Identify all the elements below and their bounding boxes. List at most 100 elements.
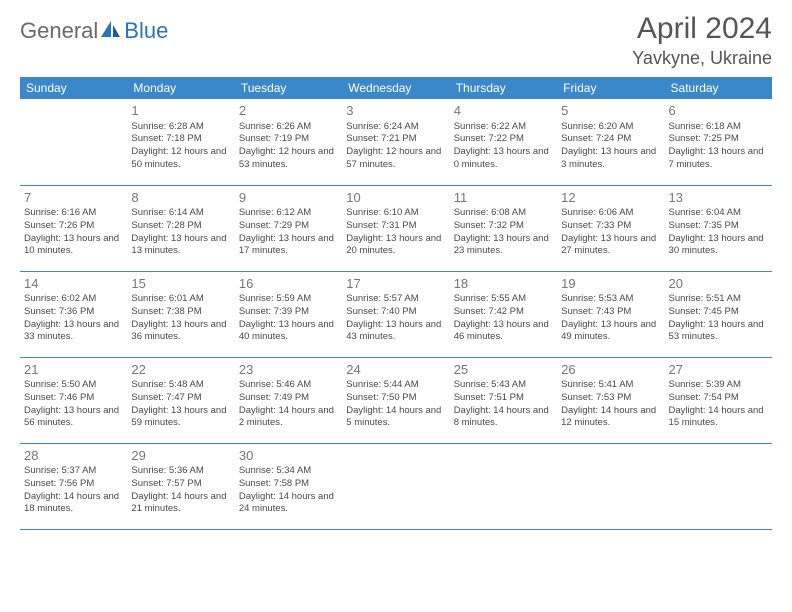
day-number: 15	[131, 275, 230, 293]
logo: General Blue	[20, 12, 168, 44]
calendar-day-cell: 2Sunrise: 6:26 AMSunset: 7:19 PMDaylight…	[235, 99, 342, 185]
calendar-empty-cell	[557, 443, 664, 529]
calendar-day-cell: 7Sunrise: 6:16 AMSunset: 7:26 PMDaylight…	[20, 185, 127, 271]
daylight-text: Daylight: 14 hours and 24 minutes.	[239, 491, 338, 517]
sunset-text: Sunset: 7:42 PM	[454, 306, 553, 319]
sunset-text: Sunset: 7:58 PM	[239, 478, 338, 491]
daylight-text: Daylight: 13 hours and 56 minutes.	[24, 405, 123, 431]
sunrise-text: Sunrise: 6:20 AM	[561, 121, 660, 134]
sunrise-text: Sunrise: 5:48 AM	[131, 379, 230, 392]
calendar-row: 21Sunrise: 5:50 AMSunset: 7:46 PMDayligh…	[20, 357, 772, 443]
day-number: 23	[239, 361, 338, 379]
sunset-text: Sunset: 7:25 PM	[669, 133, 768, 146]
sunrise-text: Sunrise: 5:36 AM	[131, 465, 230, 478]
sunrise-text: Sunrise: 5:34 AM	[239, 465, 338, 478]
sunrise-text: Sunrise: 6:18 AM	[669, 121, 768, 134]
sunrise-text: Sunrise: 6:02 AM	[24, 293, 123, 306]
day-number: 5	[561, 102, 660, 120]
sunset-text: Sunset: 7:22 PM	[454, 133, 553, 146]
calendar-day-cell: 29Sunrise: 5:36 AMSunset: 7:57 PMDayligh…	[127, 443, 234, 529]
sunset-text: Sunset: 7:36 PM	[24, 306, 123, 319]
sunset-text: Sunset: 7:18 PM	[131, 133, 230, 146]
sunrise-text: Sunrise: 5:44 AM	[346, 379, 445, 392]
calendar-day-cell: 30Sunrise: 5:34 AMSunset: 7:58 PMDayligh…	[235, 443, 342, 529]
calendar-day-cell: 4Sunrise: 6:22 AMSunset: 7:22 PMDaylight…	[450, 99, 557, 185]
page-title: April 2024	[632, 12, 772, 46]
sunset-text: Sunset: 7:32 PM	[454, 220, 553, 233]
sunset-text: Sunset: 7:38 PM	[131, 306, 230, 319]
calendar-day-cell: 21Sunrise: 5:50 AMSunset: 7:46 PMDayligh…	[20, 357, 127, 443]
sunset-text: Sunset: 7:50 PM	[346, 392, 445, 405]
sunset-text: Sunset: 7:29 PM	[239, 220, 338, 233]
calendar-day-cell: 28Sunrise: 5:37 AMSunset: 7:56 PMDayligh…	[20, 443, 127, 529]
calendar-day-cell: 15Sunrise: 6:01 AMSunset: 7:38 PMDayligh…	[127, 271, 234, 357]
sunset-text: Sunset: 7:51 PM	[454, 392, 553, 405]
sunset-text: Sunset: 7:39 PM	[239, 306, 338, 319]
calendar-row: 14Sunrise: 6:02 AMSunset: 7:36 PMDayligh…	[20, 271, 772, 357]
day-number: 8	[131, 189, 230, 207]
sunrise-text: Sunrise: 6:16 AM	[24, 207, 123, 220]
calendar-day-cell: 9Sunrise: 6:12 AMSunset: 7:29 PMDaylight…	[235, 185, 342, 271]
daylight-text: Daylight: 13 hours and 30 minutes.	[669, 233, 768, 259]
daylight-text: Daylight: 12 hours and 50 minutes.	[131, 146, 230, 172]
calendar-header-row: SundayMondayTuesdayWednesdayThursdayFrid…	[20, 77, 772, 99]
daylight-text: Daylight: 13 hours and 40 minutes.	[239, 319, 338, 345]
daylight-text: Daylight: 13 hours and 27 minutes.	[561, 233, 660, 259]
sunrise-text: Sunrise: 5:55 AM	[454, 293, 553, 306]
title-block: April 2024 Yavkyne, Ukraine	[632, 12, 772, 69]
day-number: 18	[454, 275, 553, 293]
calendar-day-cell: 25Sunrise: 5:43 AMSunset: 7:51 PMDayligh…	[450, 357, 557, 443]
calendar-day-cell: 3Sunrise: 6:24 AMSunset: 7:21 PMDaylight…	[342, 99, 449, 185]
weekday-header: Tuesday	[235, 77, 342, 99]
calendar-empty-cell	[450, 443, 557, 529]
calendar-empty-cell	[20, 99, 127, 185]
daylight-text: Daylight: 13 hours and 36 minutes.	[131, 319, 230, 345]
weekday-header: Thursday	[450, 77, 557, 99]
day-number: 2	[239, 102, 338, 120]
daylight-text: Daylight: 13 hours and 17 minutes.	[239, 233, 338, 259]
calendar-day-cell: 27Sunrise: 5:39 AMSunset: 7:54 PMDayligh…	[665, 357, 772, 443]
calendar-body: 1Sunrise: 6:28 AMSunset: 7:18 PMDaylight…	[20, 99, 772, 529]
sunrise-text: Sunrise: 5:51 AM	[669, 293, 768, 306]
sunrise-text: Sunrise: 5:43 AM	[454, 379, 553, 392]
sunrise-text: Sunrise: 6:28 AM	[131, 121, 230, 134]
calendar-day-cell: 11Sunrise: 6:08 AMSunset: 7:32 PMDayligh…	[450, 185, 557, 271]
weekday-header: Wednesday	[342, 77, 449, 99]
sunset-text: Sunset: 7:28 PM	[131, 220, 230, 233]
day-number: 24	[346, 361, 445, 379]
sunrise-text: Sunrise: 6:24 AM	[346, 121, 445, 134]
daylight-text: Daylight: 13 hours and 43 minutes.	[346, 319, 445, 345]
sunset-text: Sunset: 7:57 PM	[131, 478, 230, 491]
calendar-row: 7Sunrise: 6:16 AMSunset: 7:26 PMDaylight…	[20, 185, 772, 271]
day-number: 25	[454, 361, 553, 379]
sunrise-text: Sunrise: 5:59 AM	[239, 293, 338, 306]
sunset-text: Sunset: 7:35 PM	[669, 220, 768, 233]
calendar-day-cell: 19Sunrise: 5:53 AMSunset: 7:43 PMDayligh…	[557, 271, 664, 357]
daylight-text: Daylight: 13 hours and 33 minutes.	[24, 319, 123, 345]
sunset-text: Sunset: 7:19 PM	[239, 133, 338, 146]
logo-text-general: General	[20, 18, 98, 44]
sunrise-text: Sunrise: 6:06 AM	[561, 207, 660, 220]
day-number: 30	[239, 447, 338, 465]
day-number: 20	[669, 275, 768, 293]
day-number: 29	[131, 447, 230, 465]
calendar-table: SundayMondayTuesdayWednesdayThursdayFrid…	[20, 77, 772, 530]
sunset-text: Sunset: 7:46 PM	[24, 392, 123, 405]
calendar-day-cell: 23Sunrise: 5:46 AMSunset: 7:49 PMDayligh…	[235, 357, 342, 443]
day-number: 28	[24, 447, 123, 465]
calendar-day-cell: 16Sunrise: 5:59 AMSunset: 7:39 PMDayligh…	[235, 271, 342, 357]
daylight-text: Daylight: 13 hours and 7 minutes.	[669, 146, 768, 172]
calendar-day-cell: 12Sunrise: 6:06 AMSunset: 7:33 PMDayligh…	[557, 185, 664, 271]
weekday-header: Monday	[127, 77, 234, 99]
sunrise-text: Sunrise: 6:08 AM	[454, 207, 553, 220]
sunrise-text: Sunrise: 5:46 AM	[239, 379, 338, 392]
sunset-text: Sunset: 7:43 PM	[561, 306, 660, 319]
daylight-text: Daylight: 13 hours and 53 minutes.	[669, 319, 768, 345]
calendar-day-cell: 14Sunrise: 6:02 AMSunset: 7:36 PMDayligh…	[20, 271, 127, 357]
day-number: 26	[561, 361, 660, 379]
sail-icon	[100, 20, 122, 43]
day-number: 11	[454, 189, 553, 207]
sunset-text: Sunset: 7:45 PM	[669, 306, 768, 319]
sunset-text: Sunset: 7:24 PM	[561, 133, 660, 146]
calendar-day-cell: 1Sunrise: 6:28 AMSunset: 7:18 PMDaylight…	[127, 99, 234, 185]
